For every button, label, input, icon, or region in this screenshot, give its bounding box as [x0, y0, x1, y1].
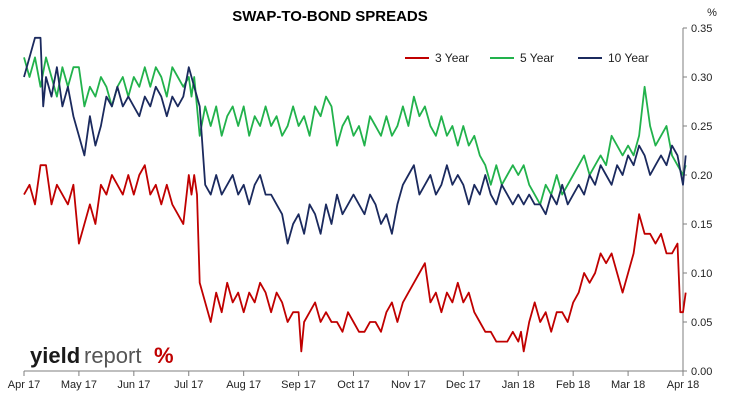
- legend-label: 10 Year: [608, 51, 649, 65]
- series-line-10-year: [23, 36, 687, 245]
- watermark-percent-icon: %: [154, 343, 174, 368]
- x-tick-label: Feb 18: [556, 379, 590, 391]
- y-unit-label: %: [707, 7, 717, 19]
- legend: 3 Year 5 Year 10 Year: [405, 51, 649, 65]
- x-tick-label: Sep 17: [281, 379, 316, 391]
- x-tick-label: Jan 18: [502, 379, 535, 391]
- x-tick-label: Apr 17: [8, 379, 40, 391]
- y-axis: 0.00 0.05 0.10 0.15 0.20 0.25 0.30 0.35: [683, 23, 712, 378]
- y-tick-label: 0.15: [691, 219, 712, 231]
- x-tick-label: May 17: [61, 379, 97, 391]
- y-tick-label: 0.05: [691, 317, 712, 329]
- series-group: [23, 36, 687, 353]
- y-tick-label: 0.10: [691, 268, 712, 280]
- x-tick-label: Jun 17: [117, 379, 150, 391]
- chart-title: SWAP-TO-BOND SPREADS: [232, 8, 428, 25]
- x-tick-label: Dec 17: [446, 379, 481, 391]
- y-tick-label: 0.30: [691, 72, 712, 84]
- x-tick-label: Jul 17: [174, 379, 203, 391]
- y-tick-label: 0.00: [691, 366, 712, 378]
- x-tick-label: Nov 17: [391, 379, 426, 391]
- yieldreport-logo: yield report %: [30, 343, 174, 368]
- legend-label: 3 Year: [435, 51, 469, 65]
- y-tick-label: 0.35: [691, 23, 712, 35]
- x-tick-label: Mar 18: [611, 379, 645, 391]
- watermark-yield: yield: [30, 343, 80, 368]
- watermark-report: report: [84, 343, 141, 368]
- y-tick-label: 0.20: [691, 170, 712, 182]
- x-tick-label: Apr 18: [667, 379, 699, 391]
- x-tick-label: Aug 17: [226, 379, 261, 391]
- x-axis: Apr 17 May 17 Jun 17 Jul 17 Aug 17 Sep 17 Oct …: [8, 371, 699, 391]
- legend-label: 5 Year: [520, 51, 554, 65]
- x-tick-label: Oct 17: [337, 379, 369, 391]
- series-line-3-year: [23, 164, 687, 353]
- y-tick-label: 0.25: [691, 121, 712, 133]
- series-line-5-year: [23, 56, 687, 206]
